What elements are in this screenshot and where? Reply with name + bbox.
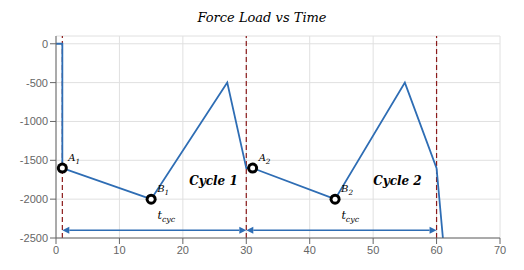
svg-text:A2: A2 [258, 152, 271, 166]
svg-text:Cycle 1: Cycle 1 [189, 174, 238, 188]
svg-text:40: 40 [304, 244, 316, 256]
svg-text:-1000: -1000 [20, 115, 48, 127]
svg-text:60: 60 [430, 244, 442, 256]
svg-text:30: 30 [240, 244, 252, 256]
svg-text:-2500: -2500 [20, 232, 48, 244]
svg-text:Cycle 2: Cycle 2 [373, 174, 422, 188]
svg-text:10: 10 [113, 244, 125, 256]
html-text:Force Load vs Time: Force Load vs Time [197, 10, 327, 25]
svg-text:20: 20 [177, 244, 189, 256]
svg-text:-2000: -2000 [20, 193, 48, 205]
svg-text:B2: B2 [340, 183, 353, 197]
svg-text:0: 0 [53, 244, 59, 256]
svg-text:70: 70 [494, 244, 506, 256]
svg-text:tcyc: tcyc [341, 209, 359, 224]
svg-text:50: 50 [367, 244, 379, 256]
svg-text:tcyc: tcyc [157, 209, 175, 224]
svg-text:-500: -500 [26, 77, 48, 89]
svg-text:B1: B1 [156, 183, 169, 197]
svg-text:A1: A1 [67, 152, 80, 166]
svg-text:0: 0 [42, 38, 48, 50]
svg-text:-1500: -1500 [20, 154, 48, 166]
